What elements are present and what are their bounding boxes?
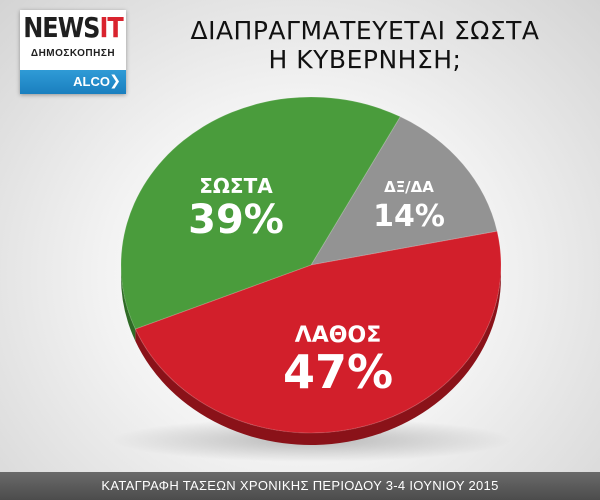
pie-slice-0 [120,96,401,330]
chart-title-line-1: ΔΙΑΠΡΑΓΜΑΤΕΥΕΤΑΙ ΣΩΣΤΑ [190,16,540,45]
logo-brand: NEWSIT [20,12,126,44]
pie-slice-side-0 [121,265,136,342]
logo-partner-bar: ALCO ❯ [20,70,126,94]
logo-brand-accent: IT [99,11,123,45]
pie-slice-label-0: ΣΩΣΤΑ [199,174,273,198]
chart-title-line-2: Η ΚΥΒΕΡΝΗΣΗ; [268,45,462,74]
footer-caption: ΚΑΤΑΓΡΑΦΗ ΤΑΣΕΩΝ ΧΡΟΝΙΚΗΣ ΠΕΡΙΟΔΟΥ 3-4 Ι… [101,478,499,493]
chevron-right-icon: ❯ [109,73,121,89]
pie-slice-label-2: ΛΑΘΟΣ [295,323,382,348]
logo-subtitle: ΔΗΜΟΣΚΟΠΗΣΗ [30,48,116,59]
newsit-logo: NEWSIT ΔΗΜΟΣΚΟΠΗΣΗ ALCO ❯ [20,10,126,94]
logo-partner-name: ALCO [73,74,110,89]
pie-sides [121,265,502,446]
pie-slice-value-1: 14% [373,199,445,234]
pie-tops [120,96,502,434]
chart-title: ΔΙΑΠΡΑΓΜΑΤΕΥΕΤΑΙ ΣΩΣΤΑ Η ΚΥΒΕΡΝΗΣΗ; [150,16,580,74]
pie-slice-value-2: 47% [283,345,393,399]
footer-bar: ΚΑΤΑΓΡΑΦΗ ΤΑΣΕΩΝ ΧΡΟΝΙΚΗΣ ΠΕΡΙΟΔΟΥ 3-4 Ι… [0,472,600,500]
pie-slice-value-0: 39% [188,197,284,243]
pie-slice-2 [134,230,502,434]
pie-slice-label-1: ΔΞ/ΔΑ [384,178,434,196]
pie-slice-1 [310,116,498,266]
logo-brand-main: NEWS [23,11,100,45]
